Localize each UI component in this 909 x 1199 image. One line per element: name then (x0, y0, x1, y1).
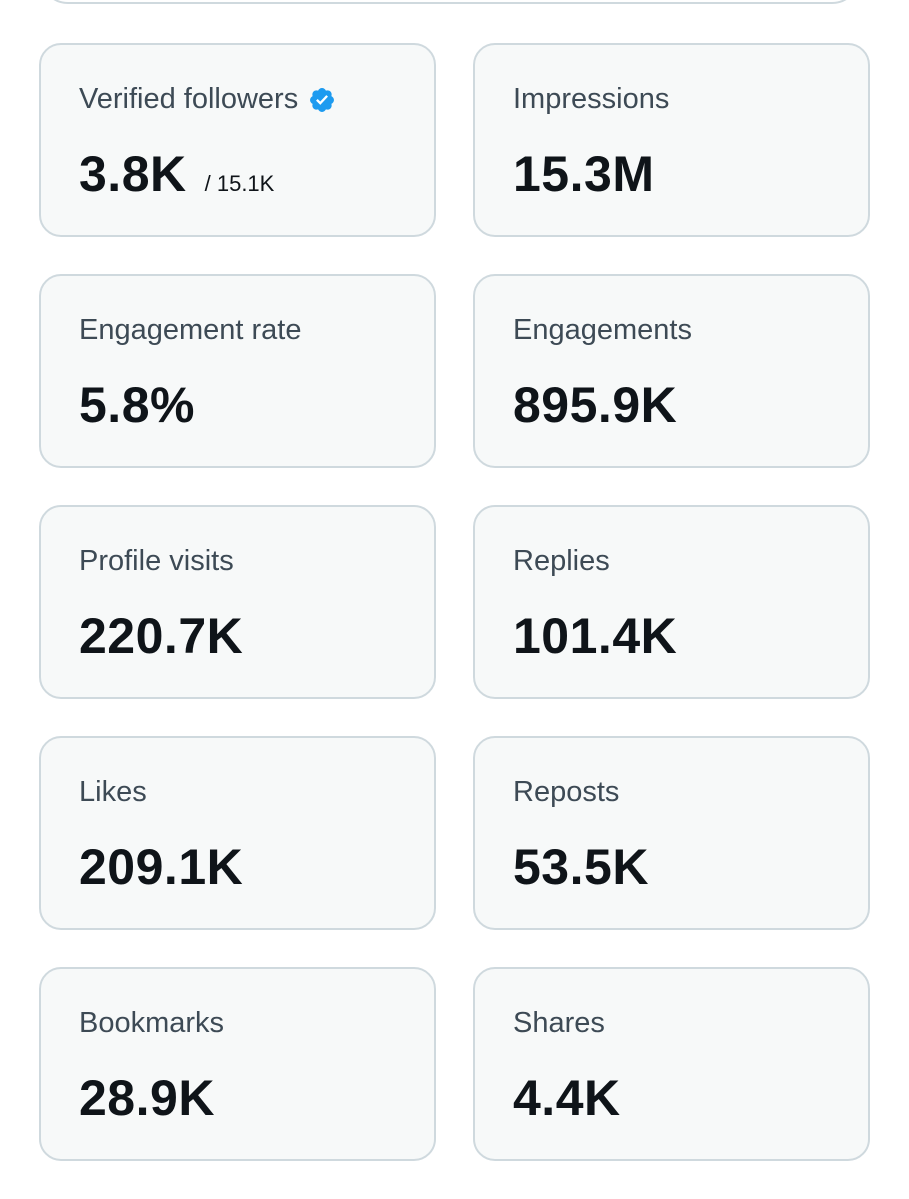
metric-value: 3.8K (79, 146, 187, 202)
metric-label-row: Engagements (513, 314, 692, 347)
metric-value: 5.8% (79, 377, 195, 433)
metric-label-row: Impressions (513, 83, 669, 116)
metric-label-row: Bookmarks (79, 1007, 224, 1040)
metric-value-row: 220.7K (79, 607, 243, 665)
metric-label: Engagements (513, 314, 692, 346)
metric-card-verified-followers[interactable]: Verified followers 3.8K / 15.1K (39, 43, 436, 237)
metric-label-row: Profile visits (79, 545, 234, 578)
metric-value: 209.1K (79, 839, 244, 895)
previous-card-edge (40, 0, 860, 4)
metric-label: Replies (513, 545, 610, 577)
metric-card-replies[interactable]: Replies 101.4K (473, 505, 870, 699)
metric-value-row: 28.9K (79, 1069, 215, 1127)
metric-card-engagement-rate[interactable]: Engagement rate 5.8% (39, 274, 436, 468)
verified-badge-icon (308, 86, 336, 114)
metric-value: 28.9K (79, 1070, 215, 1126)
metric-value: 895.9K (513, 377, 678, 433)
metric-value: 15.3M (513, 146, 655, 202)
metric-label-row: Engagement rate (79, 314, 301, 347)
metric-value: 101.4K (513, 608, 678, 664)
metric-card-likes[interactable]: Likes 209.1K (39, 736, 436, 930)
metric-value: 53.5K (513, 839, 649, 895)
metric-label: Likes (79, 776, 147, 808)
metric-label-row: Replies (513, 545, 610, 578)
metric-value-row: 101.4K (513, 607, 677, 665)
metric-label-row: Likes (79, 776, 147, 809)
metric-value-row: 3.8K / 15.1K (79, 145, 274, 203)
metric-label: Reposts (513, 776, 620, 808)
metric-label-row: Shares (513, 1007, 605, 1040)
metric-card-reposts[interactable]: Reposts 53.5K (473, 736, 870, 930)
metric-label: Verified followers (79, 83, 299, 115)
metric-value: 220.7K (79, 608, 244, 664)
metric-card-engagements[interactable]: Engagements 895.9K (473, 274, 870, 468)
metric-value-row: 895.9K (513, 376, 677, 434)
metric-value-row: 53.5K (513, 838, 649, 896)
metric-card-impressions[interactable]: Impressions 15.3M (473, 43, 870, 237)
metric-label: Impressions (513, 83, 670, 115)
metrics-grid: Verified followers 3.8K / 15.1K Impressi… (39, 43, 870, 1161)
metric-label-row: Verified followers (79, 83, 336, 116)
metric-label: Shares (513, 1007, 605, 1039)
metric-value: 4.4K (513, 1070, 621, 1126)
metric-label-row: Reposts (513, 776, 619, 809)
metric-label: Profile visits (79, 545, 234, 577)
metric-card-profile-visits[interactable]: Profile visits 220.7K (39, 505, 436, 699)
metric-value-row: 5.8% (79, 376, 195, 434)
metric-label: Engagement rate (79, 314, 302, 346)
metric-label: Bookmarks (79, 1007, 225, 1039)
metric-card-shares[interactable]: Shares 4.4K (473, 967, 870, 1161)
metric-value-row: 15.3M (513, 145, 654, 203)
metric-value-row: 4.4K (513, 1069, 621, 1127)
metric-card-bookmarks[interactable]: Bookmarks 28.9K (39, 967, 436, 1161)
metric-value-row: 209.1K (79, 838, 243, 896)
metric-subvalue: / 15.1K (204, 171, 275, 196)
